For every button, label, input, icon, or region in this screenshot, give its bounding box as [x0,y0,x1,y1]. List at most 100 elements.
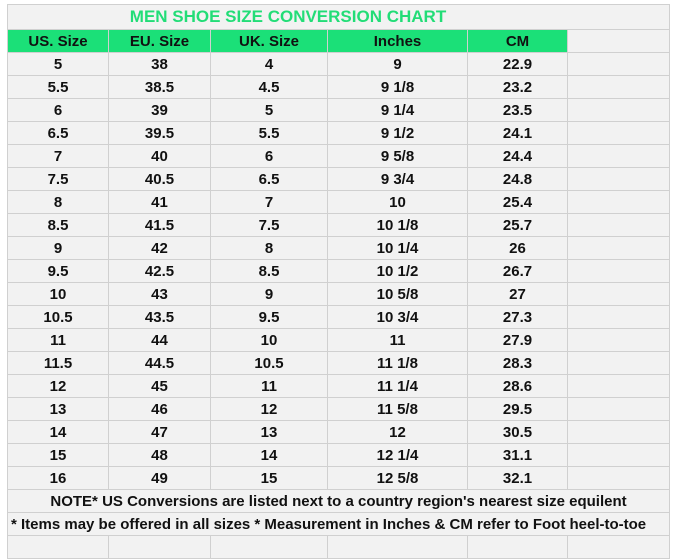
table-cell[interactable]: 7 [8,145,109,168]
table-cell[interactable]: 11 [211,375,328,398]
table-cell[interactable]: 9 1/2 [328,122,468,145]
table-cell[interactable]: 9 [328,53,468,76]
column-header[interactable]: UK. Size [211,30,328,53]
table-cell[interactable]: 38 [109,53,211,76]
table-cell[interactable]: 24.1 [468,122,568,145]
table-cell[interactable]: 6.5 [211,168,328,191]
table-cell[interactable]: 24.4 [468,145,568,168]
table-cell[interactable]: 39 [109,99,211,122]
table-cell[interactable]: 30.5 [468,421,568,444]
table-cell[interactable]: 14 [211,444,328,467]
table-cell[interactable]: 6 [8,99,109,122]
table-cell[interactable]: 9.5 [8,260,109,283]
table-cell[interactable]: 43.5 [109,306,211,329]
table-cell[interactable]: 22.9 [468,53,568,76]
table-cell[interactable]: 23.2 [468,76,568,99]
table-cell[interactable]: 15 [8,444,109,467]
empty-cell[interactable] [109,536,211,559]
table-cell[interactable]: 41 [109,191,211,214]
table-cell[interactable]: 9 1/8 [328,76,468,99]
table-cell[interactable]: 10.5 [8,306,109,329]
table-cell[interactable]: 40.5 [109,168,211,191]
table-cell[interactable]: 8 [8,191,109,214]
chart-title[interactable]: MEN SHOE SIZE CONVERSION CHART [8,5,568,30]
table-cell[interactable]: 8.5 [211,260,328,283]
table-cell[interactable]: 4 [211,53,328,76]
table-cell[interactable]: 14 [8,421,109,444]
empty-cell[interactable] [568,122,670,145]
empty-cell[interactable] [468,536,568,559]
table-cell[interactable]: 26 [468,237,568,260]
table-cell[interactable]: 39.5 [109,122,211,145]
table-cell[interactable]: 47 [109,421,211,444]
table-cell[interactable]: 44.5 [109,352,211,375]
empty-cell[interactable] [568,53,670,76]
table-cell[interactable]: 11.5 [8,352,109,375]
empty-cell[interactable] [568,76,670,99]
column-header[interactable]: Inches [328,30,468,53]
table-cell[interactable]: 9.5 [211,306,328,329]
table-cell[interactable]: 13 [211,421,328,444]
table-cell[interactable]: 46 [109,398,211,421]
table-cell[interactable]: 42.5 [109,260,211,283]
table-cell[interactable]: 31.1 [468,444,568,467]
table-cell[interactable]: 6 [211,145,328,168]
empty-cell[interactable] [568,306,670,329]
empty-cell[interactable] [568,536,670,559]
empty-cell[interactable] [8,536,109,559]
empty-cell[interactable] [568,444,670,467]
table-cell[interactable]: 9 [8,237,109,260]
table-cell[interactable]: 26.7 [468,260,568,283]
table-cell[interactable]: 10 5/8 [328,283,468,306]
table-cell[interactable]: 12 5/8 [328,467,468,490]
table-cell[interactable]: 12 [328,421,468,444]
table-cell[interactable]: 7.5 [8,168,109,191]
table-cell[interactable]: 10 [8,283,109,306]
table-cell[interactable]: 15 [211,467,328,490]
empty-cell[interactable] [568,260,670,283]
empty-cell[interactable] [328,536,468,559]
table-cell[interactable]: 10 [211,329,328,352]
table-cell[interactable]: 8 [211,237,328,260]
table-cell[interactable]: 11 [328,329,468,352]
empty-cell[interactable] [568,421,670,444]
empty-cell[interactable] [568,375,670,398]
table-cell[interactable]: 12 [211,398,328,421]
empty-cell[interactable] [568,5,670,30]
empty-cell[interactable] [568,237,670,260]
empty-cell[interactable] [568,145,670,168]
table-cell[interactable]: 29.5 [468,398,568,421]
table-cell[interactable]: 9 5/8 [328,145,468,168]
empty-cell[interactable] [568,30,670,53]
table-cell[interactable]: 42 [109,237,211,260]
table-cell[interactable]: 12 1/4 [328,444,468,467]
table-cell[interactable]: 5 [211,99,328,122]
table-cell[interactable]: 13 [8,398,109,421]
table-cell[interactable]: 9 [211,283,328,306]
table-cell[interactable]: 27.9 [468,329,568,352]
table-cell[interactable]: 27.3 [468,306,568,329]
table-cell[interactable]: 11 1/8 [328,352,468,375]
table-cell[interactable]: 28.6 [468,375,568,398]
empty-cell[interactable] [211,536,328,559]
empty-cell[interactable] [568,398,670,421]
table-cell[interactable]: 10 3/4 [328,306,468,329]
table-cell[interactable]: 48 [109,444,211,467]
table-cell[interactable]: 6.5 [8,122,109,145]
table-cell[interactable]: 43 [109,283,211,306]
table-cell[interactable]: 32.1 [468,467,568,490]
table-cell[interactable]: 10.5 [211,352,328,375]
table-cell[interactable]: 41.5 [109,214,211,237]
empty-cell[interactable] [568,329,670,352]
table-cell[interactable]: 10 1/8 [328,214,468,237]
table-cell[interactable]: 44 [109,329,211,352]
column-header[interactable]: CM [468,30,568,53]
empty-cell[interactable] [568,352,670,375]
table-cell[interactable]: 12 [8,375,109,398]
table-cell[interactable]: 5.5 [211,122,328,145]
table-cell[interactable]: 9 1/4 [328,99,468,122]
table-cell[interactable]: 7 [211,191,328,214]
column-header[interactable]: US. Size [8,30,109,53]
table-cell[interactable]: 38.5 [109,76,211,99]
table-cell[interactable]: 16 [8,467,109,490]
